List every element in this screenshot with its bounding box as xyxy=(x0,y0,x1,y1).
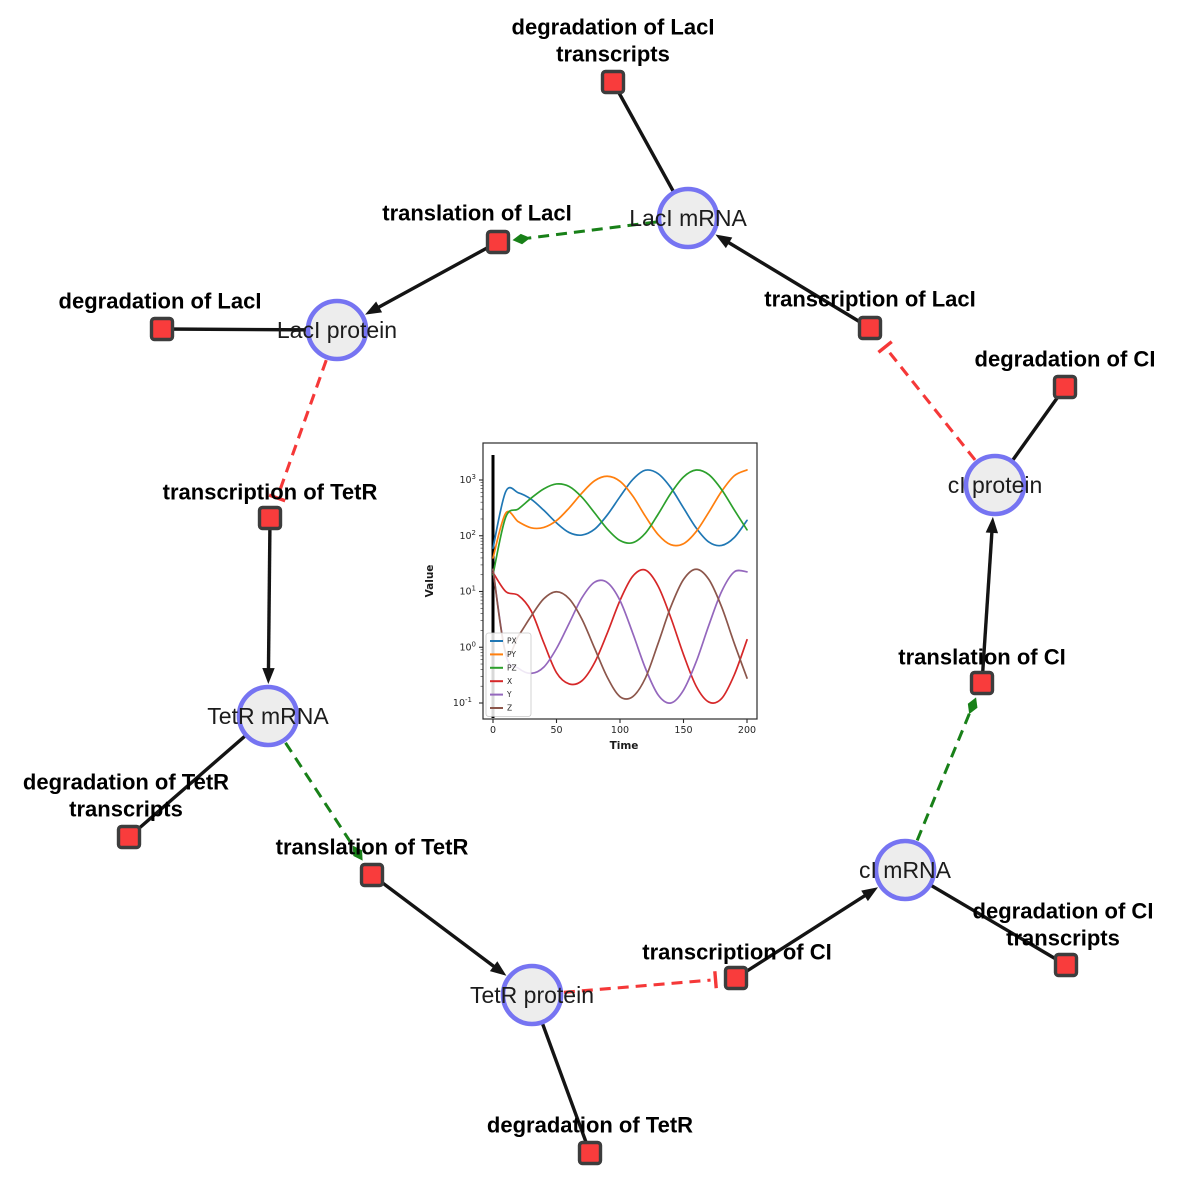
y-tick-label-10e2: 102 xyxy=(459,529,476,542)
legend-entry-PX: PX xyxy=(507,637,517,646)
y-tick-label-10e0: 100 xyxy=(459,640,476,653)
reaction-node-deg-tetr-tx[interactable] xyxy=(116,824,142,850)
reaction-label-tl-ci: translation of CI xyxy=(898,645,1065,670)
x-tick-label-50: 50 xyxy=(550,725,562,736)
edge-ci-mrna-tl-ci xyxy=(915,711,972,841)
legend-entry-Z: Z xyxy=(507,704,512,713)
edge-tr-ci-ci-mrna xyxy=(735,892,869,980)
edge-tr-ci-ci-mrna-arrowhead xyxy=(861,887,879,902)
x-tick-label-0: 0 xyxy=(490,725,496,736)
edge-tl-tetr-tetr-protein xyxy=(370,873,498,970)
x-tick-label-150: 150 xyxy=(674,725,692,736)
series-line-Y xyxy=(492,568,748,704)
series-line-PZ xyxy=(492,469,748,576)
reaction-label-deg-ci-tx-line2: transcripts xyxy=(1006,926,1120,951)
chart-legend: PX PY PZ XYZ xyxy=(485,632,532,717)
x-axis-title: Time xyxy=(610,740,639,752)
edge-tetr-protein-tr-ci xyxy=(563,978,711,994)
species-node-ci-protein[interactable] xyxy=(963,453,1027,517)
edge-tr-tetr-tetr-mrna xyxy=(266,517,272,673)
reaction-label-tl-laci: translation of LacI xyxy=(382,201,571,226)
edge-tl-ci-ci-protein xyxy=(980,528,994,684)
reaction-label-deg-laci-tx-line2: transcripts xyxy=(556,42,670,67)
species-node-laci-mrna[interactable] xyxy=(656,186,720,250)
species-label-laci-mrna: LacI mRNA xyxy=(629,205,747,231)
y-axis-title: Value xyxy=(424,565,436,598)
reaction-node-tl-tetr[interactable] xyxy=(359,862,385,888)
series-line-PY xyxy=(492,469,748,559)
edge-tetr-protein-tr-ci-tee-head xyxy=(713,971,718,989)
edge-tl-laci-laci-protein-arrowhead xyxy=(365,301,383,315)
species-label-ci-protein: cI protein xyxy=(948,472,1043,498)
species-label-tetr-protein: TetR protein xyxy=(470,982,594,1008)
legend-entry-PZ: PZ xyxy=(507,663,517,672)
species-label-ci-mrna: cI mRNA xyxy=(859,857,952,883)
x-tick-label-100: 100 xyxy=(611,725,629,736)
edge-laci-mrna-tl-laci xyxy=(528,220,657,240)
reaction-node-tr-ci[interactable] xyxy=(723,965,749,991)
x-tick-label-200: 200 xyxy=(738,725,756,736)
y-tick-label-10e1: 101 xyxy=(459,585,476,598)
edge-tr-tetr-tetr-mrna-arrowhead xyxy=(262,667,275,685)
reaction-label-deg-ci: degradation of CI xyxy=(975,347,1156,372)
edge-ci-protein-tr-laci-tee-head xyxy=(877,340,893,354)
species-node-ci-mrna[interactable] xyxy=(873,838,937,902)
labels-layer: degradation of LacItranscriptstranslatio… xyxy=(23,15,1156,1138)
species-node-tetr-mrna[interactable] xyxy=(236,684,300,748)
species-node-tetr-protein[interactable] xyxy=(500,963,564,1027)
edge-laci-protein-tr-tetr xyxy=(277,359,328,494)
reaction-label-tr-laci: transcription of LacI xyxy=(764,287,975,312)
edge-ci-mrna-tl-ci-diamond-head xyxy=(967,697,978,715)
reaction-node-deg-tetr[interactable] xyxy=(577,1140,603,1166)
reaction-label-deg-tetr-tx-line2: transcripts xyxy=(69,797,183,822)
edge-laci-protein-tr-tetr-tee-head xyxy=(268,493,286,503)
reaction-label-deg-ci-tx: degradation of CI xyxy=(973,899,1154,924)
reaction-node-deg-ci-tx[interactable] xyxy=(1053,952,1079,978)
edge-tr-laci-laci-mrna xyxy=(724,239,871,330)
edge-tl-laci-laci-protein xyxy=(374,240,499,311)
reaction-node-tl-ci[interactable] xyxy=(969,670,995,696)
legend-entry-X: X xyxy=(507,677,512,686)
reaction-label-deg-tetr: degradation of TetR xyxy=(487,1113,693,1138)
edge-tetr-mrna-tl-tetr-diamond-head xyxy=(352,845,363,861)
species-node-laci-protein[interactable] xyxy=(305,298,369,362)
y-tick-label-10e-1: 10-1 xyxy=(453,696,472,709)
edge-tetr-mrna-tl-tetr xyxy=(284,741,356,849)
nodes-layer xyxy=(116,69,1079,1166)
species-label-tetr-mrna: TetR mRNA xyxy=(207,703,329,729)
edge-tr-laci-laci-mrna-arrowhead xyxy=(715,234,733,249)
edge-tl-ci-ci-protein-arrowhead xyxy=(985,516,999,534)
reaction-label-tr-ci: transcription of CI xyxy=(642,940,831,965)
reaction-node-tl-laci[interactable] xyxy=(485,229,511,255)
reaction-node-deg-laci[interactable] xyxy=(149,316,175,342)
species-label-laci-protein: LacI protein xyxy=(277,317,397,343)
reaction-label-deg-laci: degradation of LacI xyxy=(59,289,262,314)
reaction-node-deg-laci-tx[interactable] xyxy=(600,69,626,95)
edge-ci-protein-tr-laci xyxy=(887,349,977,461)
reaction-label-deg-laci-tx: degradation of LacI xyxy=(512,15,715,40)
reaction-label-deg-tetr-tx: degradation of TetR xyxy=(23,770,229,795)
reaction-label-tr-tetr: transcription of TetR xyxy=(163,480,378,505)
edge-laci-mrna-tl-laci-diamond-head xyxy=(512,233,531,245)
reaction-node-deg-ci[interactable] xyxy=(1052,374,1078,400)
series-line-PX xyxy=(492,469,748,549)
reaction-label-tl-tetr: translation of TetR xyxy=(276,835,469,860)
edge-tl-tetr-tetr-protein-arrowhead xyxy=(489,961,507,976)
legend-entry-PY: PY xyxy=(507,650,516,659)
y-tick-label-10e3: 103 xyxy=(459,473,476,486)
series-line-Z xyxy=(492,568,748,700)
legend-entry-Y: Y xyxy=(506,690,512,699)
reaction-node-tr-laci[interactable] xyxy=(857,315,883,341)
reaction-node-tr-tetr[interactable] xyxy=(257,505,283,531)
